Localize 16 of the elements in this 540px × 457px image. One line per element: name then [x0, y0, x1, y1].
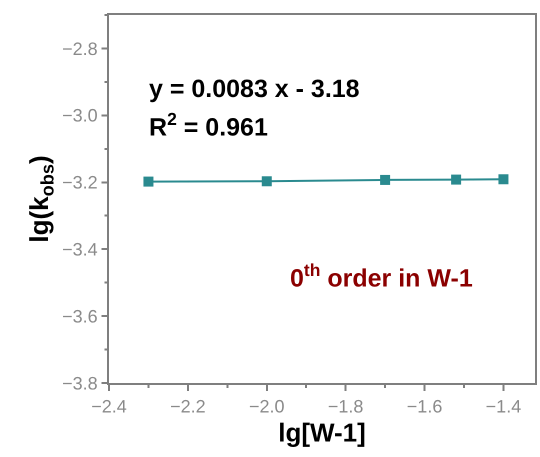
- y-tick-label: −3.8: [62, 373, 98, 394]
- y-tick-label: −3.2: [62, 172, 98, 193]
- x-tick-label: −1.6: [406, 396, 442, 416]
- y-tick-label: −3.0: [62, 106, 98, 126]
- y-tick-label: −2.8: [62, 38, 98, 59]
- x-tick-label: −2.2: [170, 396, 206, 416]
- x-tick-label: −1.4: [486, 396, 522, 416]
- annotation: y = 0.0083 x - 3.18: [149, 75, 360, 103]
- y-tick-label: −3.4: [62, 239, 98, 260]
- x-axis-title: lg[W-1]: [278, 418, 366, 448]
- annotation: R$^{2}$ = 0.961: [149, 109, 268, 142]
- x-tick-label: −2.0: [249, 396, 285, 416]
- annotation: 0$^{th}$ order in W-1: [290, 260, 473, 292]
- x-tick-label: −1.8: [328, 396, 364, 416]
- x-tick-label: −2.4: [91, 396, 127, 416]
- y-tick-label: −3.6: [62, 306, 98, 326]
